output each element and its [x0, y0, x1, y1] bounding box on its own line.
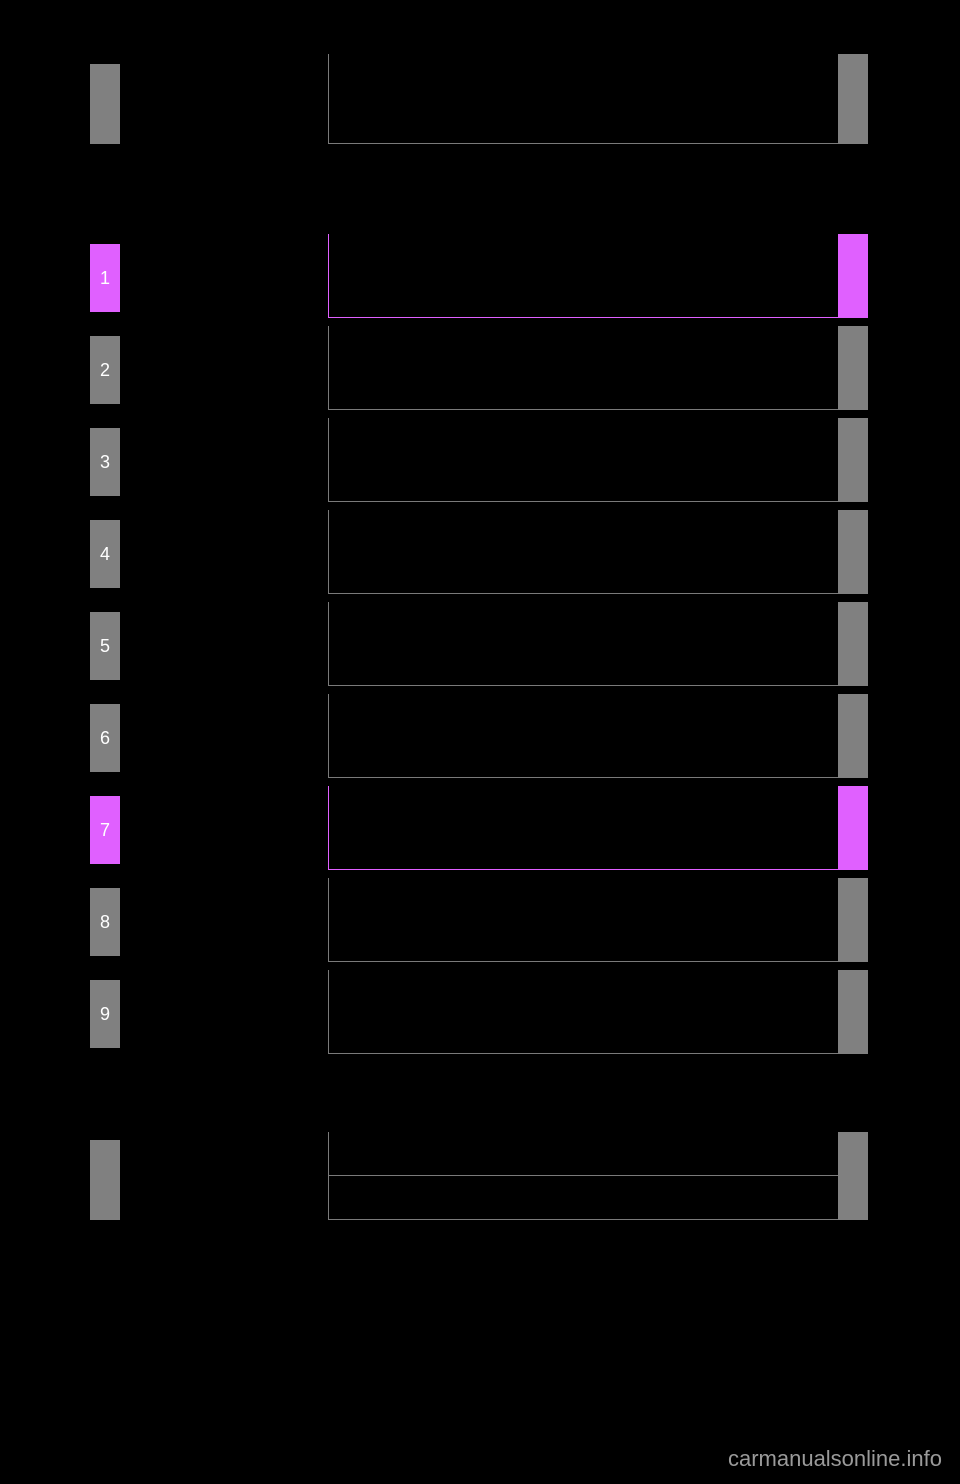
chapter-right-tab-3[interactable] [838, 418, 868, 502]
top-main-box [328, 54, 838, 144]
chapter-tab-4[interactable]: 4 [90, 520, 120, 588]
chapter-box-1 [328, 234, 838, 318]
chapter-right-tab-2[interactable] [838, 326, 868, 410]
top-left-tab[interactable] [90, 64, 120, 144]
chapter-box-6 [328, 694, 838, 778]
watermark-text: carmanualsonline.info [728, 1446, 942, 1472]
chapter-box-3 [328, 418, 838, 502]
chapter-tab-1[interactable]: 1 [90, 244, 120, 312]
chapter-tab-2[interactable]: 2 [90, 336, 120, 404]
chapter-box-4 [328, 510, 838, 594]
chapter-right-tab-6[interactable] [838, 694, 868, 778]
chapter-tab-6[interactable]: 6 [90, 704, 120, 772]
chapter-tab-7[interactable]: 7 [90, 796, 120, 864]
bottom-left-tab[interactable] [90, 1140, 120, 1220]
chapter-box-5 [328, 602, 838, 686]
chapter-right-tab-9[interactable] [838, 970, 868, 1054]
chapter-right-tab-4[interactable] [838, 510, 868, 594]
bottom-right-tab[interactable] [838, 1132, 868, 1220]
chapter-right-tab-5[interactable] [838, 602, 868, 686]
top-right-tab[interactable] [838, 54, 868, 144]
chapter-tab-9[interactable]: 9 [90, 980, 120, 1048]
bottom-main-box-2 [328, 1176, 838, 1220]
chapter-box-9 [328, 970, 838, 1054]
chapter-box-2 [328, 326, 838, 410]
chapter-tab-8[interactable]: 8 [90, 888, 120, 956]
chapter-tab-3[interactable]: 3 [90, 428, 120, 496]
chapter-right-tab-8[interactable] [838, 878, 868, 962]
chapter-box-7 [328, 786, 838, 870]
chapter-tab-5[interactable]: 5 [90, 612, 120, 680]
bottom-main-box-1 [328, 1132, 838, 1176]
chapter-right-tab-7[interactable] [838, 786, 868, 870]
chapter-right-tab-1[interactable] [838, 234, 868, 318]
chapter-box-8 [328, 878, 838, 962]
